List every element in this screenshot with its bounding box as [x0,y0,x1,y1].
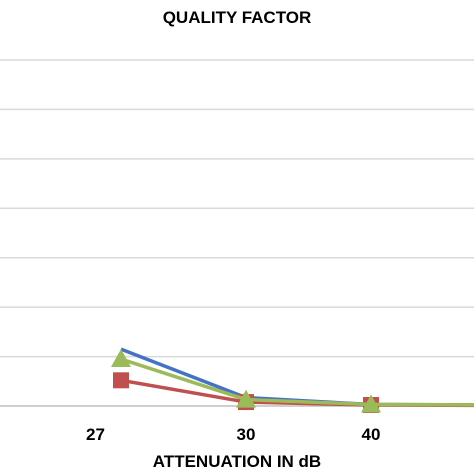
gridlines [0,59,474,407]
data-point-triangle [236,389,256,408]
x-tick-label: 40 [362,425,381,444]
data-point-square [113,372,129,389]
series-line-3 [120,357,474,407]
x-tick-label: 30 [237,425,256,444]
chart-title: QUALITY FACTOR [162,8,312,27]
x-tick-labels: 27 30 40 [86,425,380,444]
x-tick-label: 27 [86,425,105,444]
data-point-triangle [111,349,131,368]
x-axis-title: ATTENUATION IN dB [152,452,322,471]
series-group [111,347,474,414]
data-point-triangle [361,394,381,413]
